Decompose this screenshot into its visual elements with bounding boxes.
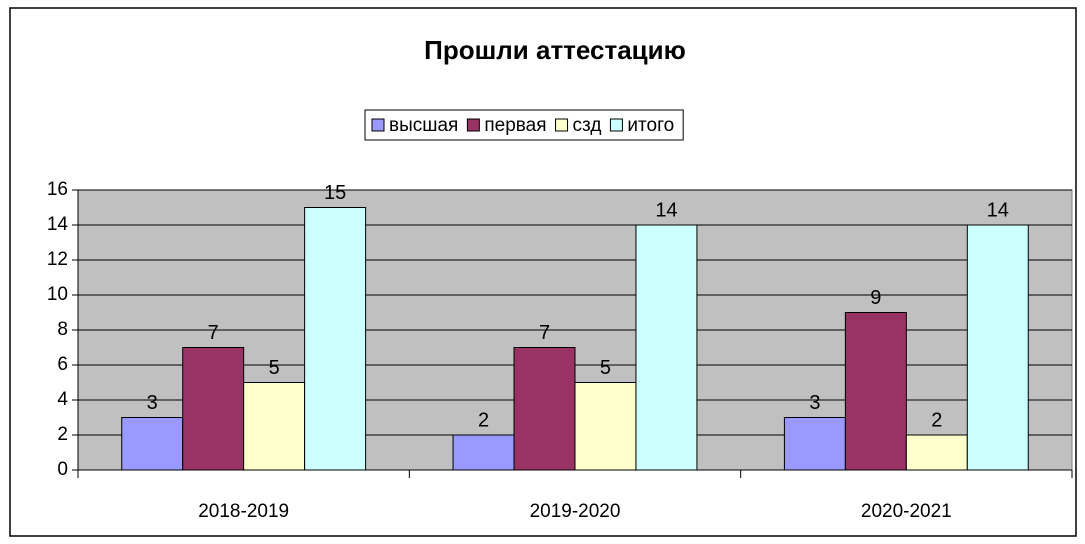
value-label: 7 bbox=[539, 322, 550, 344]
bar bbox=[121, 417, 184, 471]
bar bbox=[635, 224, 698, 471]
value-label: 3 bbox=[809, 392, 820, 414]
bar bbox=[574, 382, 637, 471]
y-tick-label: 6 bbox=[57, 354, 68, 375]
legend-label: первая bbox=[484, 115, 546, 136]
y-tick-label: 12 bbox=[47, 249, 68, 270]
value-label: 14 bbox=[655, 199, 677, 221]
legend-label: итого bbox=[627, 115, 674, 136]
legend-box bbox=[364, 109, 684, 141]
legend-swatch bbox=[555, 118, 569, 132]
legend-swatch bbox=[371, 118, 385, 132]
value-label: 15 bbox=[324, 182, 346, 204]
y-tick-label: 4 bbox=[57, 389, 68, 410]
value-label: 2 bbox=[478, 409, 489, 431]
bar bbox=[452, 434, 515, 471]
x-tick-label: 2018-2019 bbox=[198, 501, 289, 522]
bar bbox=[243, 382, 306, 471]
bar bbox=[844, 312, 907, 471]
bar bbox=[513, 347, 576, 471]
y-tick-label: 10 bbox=[47, 284, 68, 305]
chart-title: Прошли аттестацию bbox=[424, 35, 686, 65]
legend-label: сзд bbox=[573, 115, 602, 136]
value-label: 5 bbox=[269, 357, 280, 379]
legend-swatch bbox=[466, 118, 480, 132]
value-label: 14 bbox=[987, 199, 1009, 221]
bar bbox=[182, 347, 245, 471]
x-tick-label: 2019-2020 bbox=[530, 501, 621, 522]
value-label: 3 bbox=[147, 392, 158, 414]
legend-label: высшая bbox=[389, 115, 458, 136]
bar bbox=[304, 207, 367, 471]
x-tick-label: 2020-2021 bbox=[861, 501, 952, 522]
value-label: 7 bbox=[208, 322, 219, 344]
y-tick-label: 2 bbox=[57, 424, 68, 445]
legend-swatch bbox=[609, 118, 623, 132]
y-tick-label: 14 bbox=[47, 214, 69, 235]
bar bbox=[783, 417, 846, 471]
y-tick-label: 8 bbox=[57, 319, 68, 340]
bar bbox=[966, 224, 1029, 471]
y-tick-label: 16 bbox=[47, 179, 68, 200]
value-label: 9 bbox=[870, 287, 881, 309]
y-tick-label: 0 bbox=[57, 459, 68, 480]
bar bbox=[905, 434, 968, 471]
value-label: 5 bbox=[600, 357, 611, 379]
value-label: 2 bbox=[931, 409, 942, 431]
